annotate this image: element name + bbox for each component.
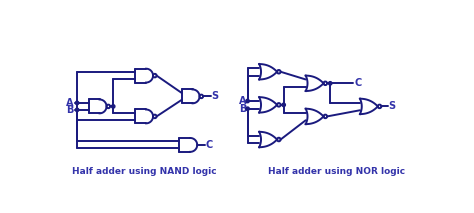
Text: A: A: [66, 98, 73, 108]
Text: B: B: [66, 105, 73, 115]
Circle shape: [328, 82, 332, 85]
Circle shape: [75, 101, 79, 105]
Circle shape: [75, 108, 79, 112]
Text: S: S: [211, 91, 219, 101]
Text: Half adder using NAND logic: Half adder using NAND logic: [72, 167, 217, 176]
Circle shape: [111, 105, 115, 108]
Circle shape: [282, 103, 285, 106]
Text: A: A: [238, 96, 246, 106]
Text: Half adder using NOR logic: Half adder using NOR logic: [268, 167, 405, 176]
Text: S: S: [388, 101, 395, 111]
Circle shape: [246, 99, 249, 103]
Text: C: C: [354, 78, 362, 88]
Text: C: C: [206, 140, 213, 150]
Text: B: B: [238, 104, 246, 114]
Circle shape: [246, 107, 249, 110]
